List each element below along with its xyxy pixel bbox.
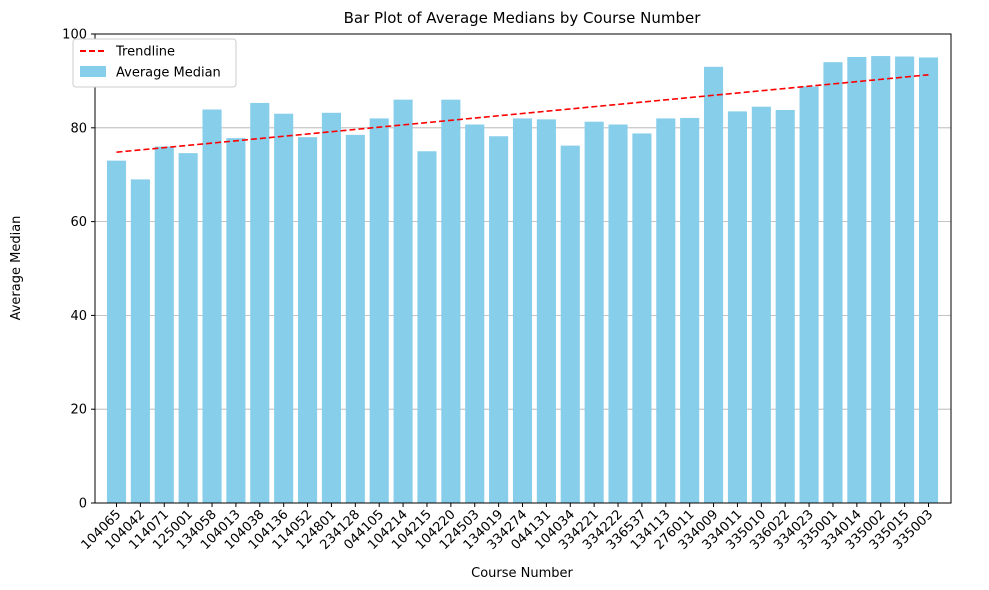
bar [608, 124, 628, 503]
bar [298, 137, 318, 503]
y-tick-label: 0 [79, 497, 87, 512]
legend-bar-swatch [80, 66, 106, 77]
bar [441, 99, 461, 503]
trendline [116, 74, 929, 153]
bar [202, 109, 222, 503]
bar [632, 133, 652, 504]
bar [704, 66, 724, 503]
x-axis-label: Course Number [471, 566, 573, 581]
bar [178, 153, 198, 503]
bar [656, 118, 676, 504]
bar [799, 86, 819, 503]
bar [775, 109, 795, 503]
x-axis: 1040651040421140711250011340581040131040… [79, 503, 936, 553]
bar [417, 151, 437, 503]
bar [918, 57, 939, 503]
bar [321, 112, 341, 504]
bar [393, 99, 413, 503]
bars [106, 56, 939, 504]
bar [130, 179, 150, 503]
bar [751, 106, 771, 503]
bar [895, 56, 915, 504]
bar [369, 118, 389, 504]
y-tick-label: 20 [70, 403, 87, 418]
bar [106, 160, 127, 503]
bar [871, 56, 891, 503]
bar [823, 62, 843, 503]
legend: Trendline Average Median [72, 38, 237, 88]
chart-title: Bar Plot of Average Medians by Course Nu… [344, 9, 702, 27]
bar [512, 118, 533, 504]
bar [560, 145, 580, 503]
bar [680, 117, 700, 504]
bar [536, 119, 556, 503]
bar [465, 124, 485, 503]
y-axis-label: Average Median [9, 216, 24, 321]
legend-bar-label: Average Median [116, 66, 221, 81]
trendline-line [116, 74, 929, 153]
y-tick-label: 40 [70, 309, 87, 324]
bar [250, 102, 270, 504]
bar [584, 121, 604, 503]
y-tick-label: 60 [70, 215, 87, 230]
y-tick-label: 80 [70, 121, 87, 136]
bar [727, 111, 747, 503]
bar [226, 138, 246, 504]
bar [274, 113, 294, 503]
bar [847, 56, 867, 504]
legend-trendline-label: Trendline [115, 45, 175, 60]
bar [154, 146, 174, 503]
bar [345, 134, 365, 503]
bar [489, 136, 509, 503]
legend-frame [72, 38, 237, 88]
